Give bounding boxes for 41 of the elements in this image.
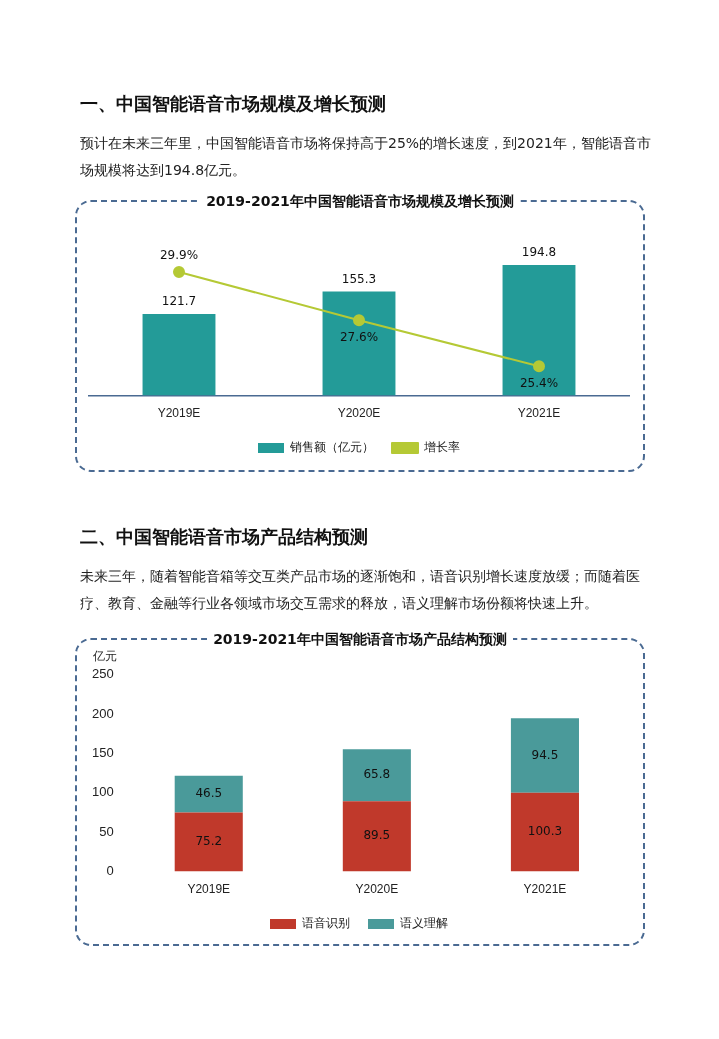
y-tick-label: 50 (99, 823, 114, 839)
data-label: 194.8 (521, 245, 557, 260)
text: 一、中国智能语音市场规模及增长预测 (80, 92, 386, 116)
data-label: 89.5 (363, 828, 391, 843)
x-tick-label: Y2021E (523, 882, 567, 897)
bar (342, 749, 411, 802)
bar (342, 801, 411, 872)
bar (174, 812, 243, 872)
data-label: 155.3 (341, 271, 377, 286)
data-label: 27.6% (339, 330, 379, 345)
y-tick-label: 250 (91, 666, 114, 682)
data-label: 94.5 (531, 747, 559, 762)
y-tick-label: 100 (91, 784, 114, 800)
chart-title: 2019-2021年中国智能语音市场规模及增长预测 (200, 193, 520, 209)
chart-title: 2019-2021年中国智能语音市场产品结构预测 (207, 631, 513, 647)
data-label: 25.4% (519, 376, 559, 391)
y-tick-label: 200 (91, 705, 114, 721)
x-tick-label: Y2019E (157, 406, 201, 421)
bar (510, 718, 579, 793)
data-label: 65.8 (363, 767, 391, 782)
x-tick-label: Y2020E (355, 882, 399, 897)
data-label: 46.5 (195, 786, 223, 801)
data-label: 121.7 (161, 294, 197, 309)
x-tick-label: Y2019E (187, 882, 231, 897)
y-tick-label: 150 (91, 745, 114, 761)
data-label: 29.9% (159, 248, 199, 263)
text: 预计在未来三年里，中国智能语音市场将保持高于25%的增长速度，到2021年，智能语音市场规模将达到194.8亿元。 (80, 134, 652, 180)
x-tick-label: Y2021E (517, 406, 561, 421)
text: 二、中国智能语音市场产品结构预测 (80, 525, 368, 549)
bar (510, 792, 579, 872)
text: 未来三年，随着智能音箱等交互类产品市场的逐渐饱和，语音识别增长速度放缓；而随着医疗、教育、金融等行业各领域市场交互需求的释放，语义理解市场份额将快速上升。 (80, 567, 641, 613)
data-label: 75.2 (195, 834, 223, 849)
y-tick-label: 0 (106, 863, 114, 879)
legend-label: 销售额（亿元） (289, 440, 374, 455)
legend-label: 增长率 (423, 440, 460, 455)
data-label: 100.3 (527, 824, 563, 839)
x-tick-label: Y2020E (337, 406, 381, 421)
bar (174, 775, 243, 813)
legend-label: 语音识别 (302, 916, 350, 931)
legend-label: 语义理解 (400, 916, 448, 931)
y-axis-title: 亿元 (93, 648, 117, 665)
